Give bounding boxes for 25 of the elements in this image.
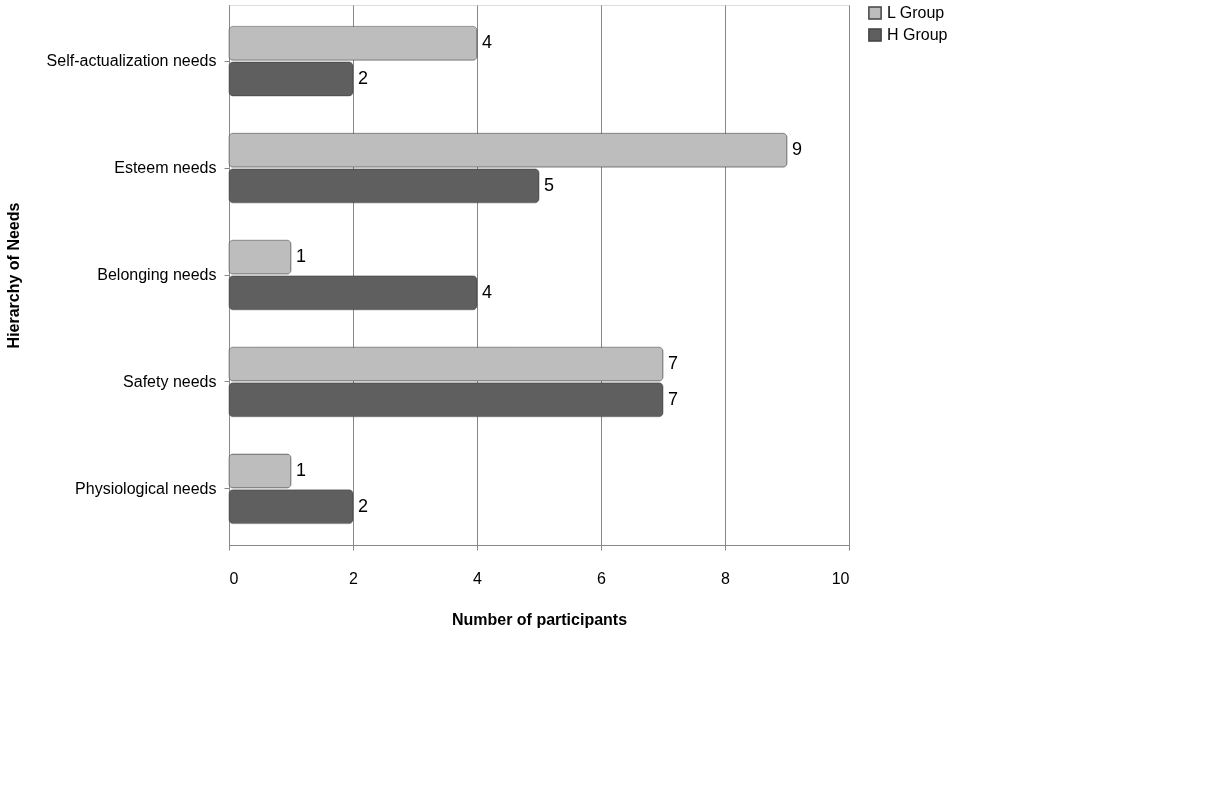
data-label: 1	[296, 246, 307, 267]
y-tick-label: Safety needs	[123, 372, 217, 390]
data-label: 4	[482, 281, 493, 302]
data-label: 2	[358, 67, 369, 88]
data-label: 7	[668, 353, 679, 374]
x-tick-label: 10	[831, 569, 850, 587]
data-label: 4	[482, 32, 493, 53]
x-tick-label: 4	[473, 569, 483, 587]
data-label: 5	[544, 174, 555, 195]
data-label: 7	[668, 388, 679, 409]
y-tick-label: Belonging needs	[97, 266, 217, 283]
x-tick-label: 8	[721, 569, 731, 587]
y-axis-title: Hierarchy of Needs	[4, 202, 22, 349]
x-tick-label: 2	[349, 569, 359, 587]
x-tick-label: 6	[597, 569, 607, 587]
x-tick-label: 0	[229, 569, 239, 587]
x-axis-title: Number of participants	[451, 610, 628, 628]
legend-label: H Group	[887, 26, 948, 43]
y-tick-label: Self-actualization needs	[46, 52, 217, 70]
y-tick-label: Esteem needs	[114, 159, 217, 177]
legend-label: L Group	[887, 4, 945, 21]
y-tick-label: Physiological needs	[75, 479, 217, 497]
data-label: 1	[296, 460, 307, 481]
data-label: 9	[792, 139, 803, 160]
data-label: 2	[358, 495, 369, 516]
